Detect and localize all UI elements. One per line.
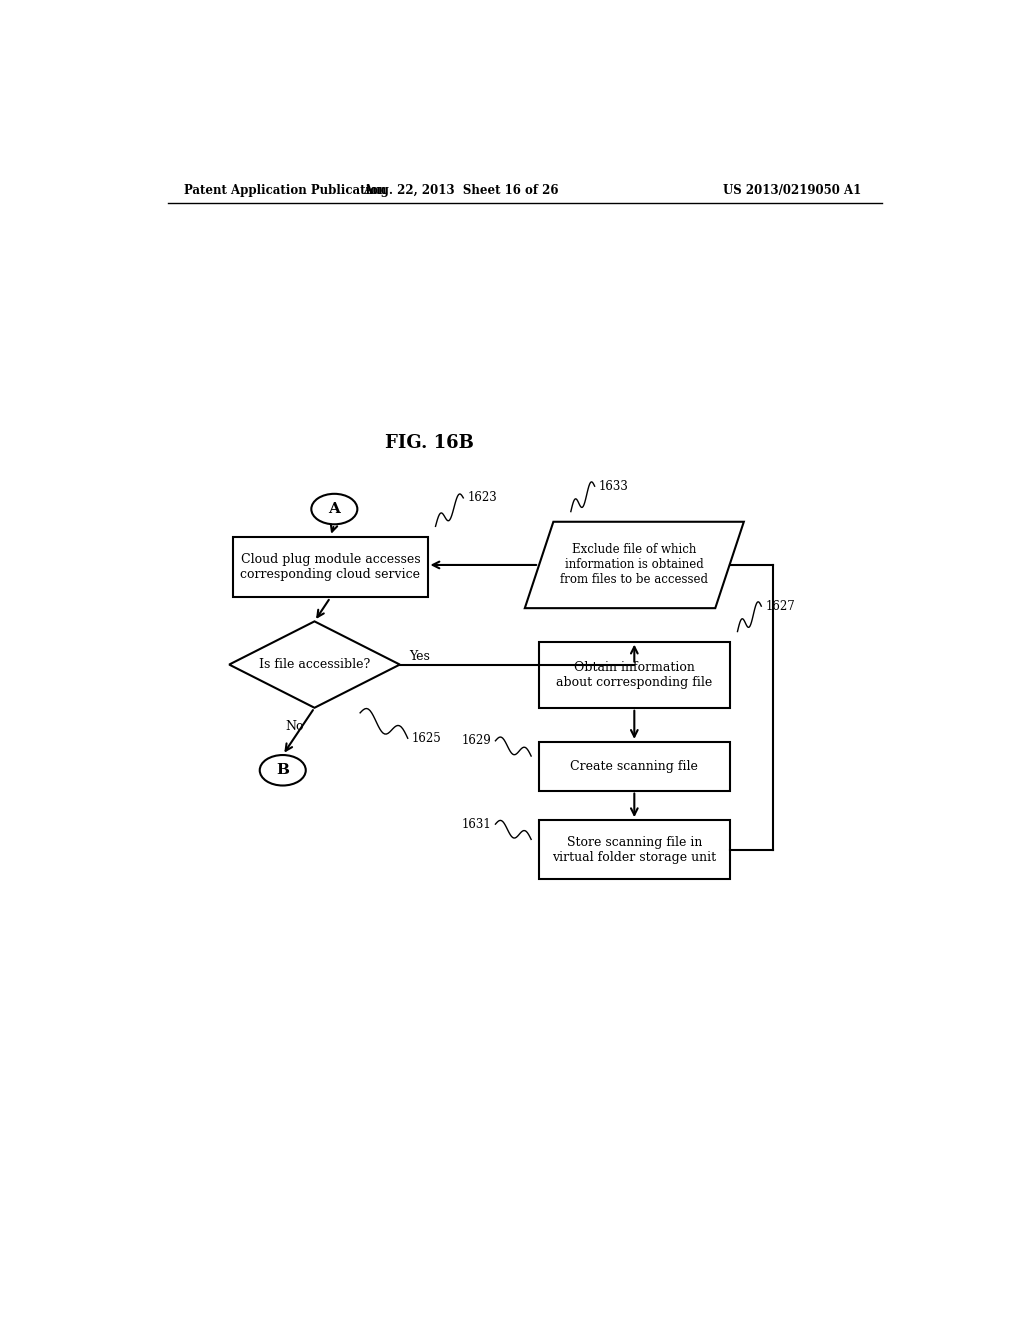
Text: US 2013/0219050 A1: US 2013/0219050 A1: [723, 185, 861, 198]
Text: 1631: 1631: [462, 817, 492, 830]
FancyBboxPatch shape: [539, 742, 729, 791]
Text: Aug. 22, 2013  Sheet 16 of 26: Aug. 22, 2013 Sheet 16 of 26: [364, 185, 559, 198]
Text: Cloud plug module accesses
corresponding cloud service: Cloud plug module accesses corresponding…: [241, 553, 421, 581]
Text: 1625: 1625: [412, 731, 441, 744]
Text: 1627: 1627: [765, 599, 795, 612]
Ellipse shape: [260, 755, 306, 785]
Text: Yes: Yes: [410, 649, 430, 663]
FancyBboxPatch shape: [539, 820, 729, 879]
FancyBboxPatch shape: [539, 642, 729, 708]
Text: Is file accessible?: Is file accessible?: [259, 659, 370, 671]
Text: 1629: 1629: [462, 734, 492, 747]
FancyBboxPatch shape: [233, 536, 428, 598]
Polygon shape: [524, 521, 743, 609]
Text: B: B: [276, 763, 289, 777]
Text: Store scanning file in
virtual folder storage unit: Store scanning file in virtual folder st…: [552, 836, 717, 863]
Text: Create scanning file: Create scanning file: [570, 760, 698, 772]
Text: 1623: 1623: [467, 491, 497, 504]
Ellipse shape: [311, 494, 357, 524]
Polygon shape: [229, 622, 399, 708]
Text: A: A: [329, 502, 340, 516]
Text: Exclude file of which
information is obtained
from files to be accessed: Exclude file of which information is obt…: [560, 544, 709, 586]
Text: No: No: [286, 719, 304, 733]
Text: 1633: 1633: [599, 479, 629, 492]
Text: Obtain information
about corresponding file: Obtain information about corresponding f…: [556, 661, 713, 689]
Text: Patent Application Publication: Patent Application Publication: [183, 185, 386, 198]
Text: FIG. 16B: FIG. 16B: [385, 434, 474, 451]
